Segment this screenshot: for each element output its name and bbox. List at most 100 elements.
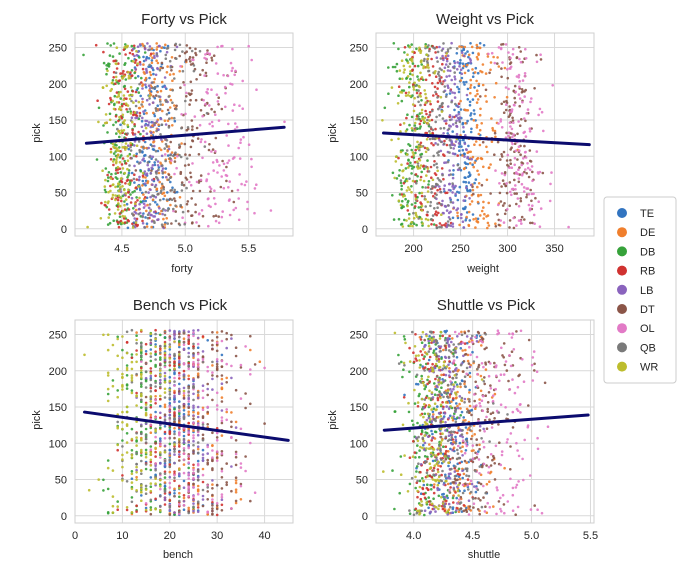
scatter-point-ol (168, 405, 172, 408)
scatter-point-de (187, 506, 190, 510)
scatter-point-dt (516, 132, 519, 136)
scatter-point-de (142, 71, 146, 74)
scatter-point-dt (534, 196, 537, 200)
scatter-point-te (471, 98, 475, 101)
scatter-point-de (230, 411, 233, 414)
scatter-point-de (479, 107, 482, 111)
scatter-point-lb (451, 91, 454, 94)
scatter-point-te (456, 198, 460, 202)
scatter-point-lb (447, 434, 451, 438)
scatter-point-wr (154, 337, 157, 341)
scatter-point-lb (173, 394, 176, 398)
scatter-point-de (211, 364, 214, 367)
scatter-point-qb (149, 338, 153, 342)
scatter-point-wr (401, 169, 404, 173)
scatter-point-ol (524, 57, 528, 60)
scatter-point-de (169, 88, 172, 91)
scatter-point-te (473, 112, 476, 116)
scatter-point-te (476, 71, 480, 75)
scatter-point-rb (215, 513, 219, 517)
scatter-point-te (467, 181, 471, 184)
scatter-point-de (467, 210, 471, 214)
scatter-point-dt (515, 330, 518, 333)
scatter-point-dt (515, 56, 519, 59)
scatter-point-dt (234, 455, 238, 459)
scatter-point-qb (454, 102, 457, 106)
scatter-point-wr (406, 204, 409, 208)
scatter-point-lb (452, 164, 455, 167)
scatter-point-qb (447, 65, 450, 68)
scatter-point-dt (463, 459, 467, 463)
scatter-point-db (106, 487, 110, 491)
scatter-point-db (427, 341, 431, 345)
scatter-point-ol (239, 484, 243, 488)
scatter-point-db (409, 77, 412, 81)
scatter-point-qb (173, 380, 176, 383)
scatter-point-lb (182, 500, 186, 503)
scatter-point-qb (116, 420, 119, 424)
scatter-point-lb (143, 170, 147, 173)
scatter-point-dt (516, 158, 519, 161)
scatter-point-te (152, 68, 155, 72)
y-tick-label: 100 (350, 151, 368, 163)
scatter-point-dt (220, 365, 224, 368)
scatter-point-ol (207, 197, 210, 200)
scatter-point-db (397, 217, 401, 221)
scatter-point-ol (244, 469, 247, 473)
scatter-point-lb (178, 387, 181, 391)
scatter-point-ol (227, 122, 230, 126)
scatter-point-db (421, 78, 425, 82)
x-tick-label: 4.0 (406, 530, 421, 542)
scatter-point-rb (440, 167, 444, 170)
scatter-point-de (487, 166, 491, 169)
scatter-point-db (414, 201, 417, 205)
scatter-point-rb (452, 501, 455, 504)
scatter-point-te (166, 191, 169, 194)
scatter-point-qb (140, 472, 143, 476)
scatter-point-wr (140, 487, 143, 491)
scatter-point-ol (269, 209, 273, 212)
scatter-point-ol (196, 423, 200, 427)
scatter-point-dt (198, 73, 202, 76)
scatter-point-lb (135, 468, 138, 472)
scatter-point-qb (159, 351, 162, 355)
scatter-point-db (130, 427, 134, 431)
scatter-point-lb (458, 116, 462, 119)
scatter-point-rb (159, 416, 162, 420)
scatter-point-lb (448, 74, 451, 78)
scatter-point-dt (515, 202, 518, 206)
scatter-point-dt (500, 43, 503, 46)
plot-frame (74, 319, 294, 524)
scatter-point-lb (444, 429, 447, 432)
scatter-point-rb (420, 353, 424, 357)
scatter-point-db (399, 223, 403, 226)
scatter-point-lb (137, 207, 141, 211)
scatter-point-ol (187, 400, 190, 403)
scatter-point-db (403, 338, 407, 341)
scatter-point-lb (446, 84, 450, 87)
scatter-point-wr (411, 50, 414, 54)
scatter-point-de (149, 413, 153, 417)
scatter-point-dt (206, 393, 209, 397)
scatter-point-ol (531, 204, 534, 207)
scatter-point-qb (458, 166, 462, 170)
scatter-point-wr (423, 89, 427, 92)
scatter-point-dt (484, 88, 488, 92)
scatter-point-qb (154, 332, 157, 336)
scatter-point-lb (145, 71, 148, 74)
scatter-point-ol (506, 153, 510, 157)
scatter-point-rb (456, 472, 460, 476)
scatter-point-de (452, 494, 455, 497)
scatter-points (83, 328, 266, 517)
scatter-point-wr (121, 221, 124, 225)
scatter-point-wr (436, 169, 440, 173)
scatter-point-dt (225, 481, 228, 484)
scatter-point-db (144, 448, 148, 452)
scatter-point-rb (220, 503, 224, 507)
scatter-point-dt (505, 369, 509, 372)
scatter-point-wr (400, 59, 404, 62)
scatter-point-qb (178, 153, 181, 157)
scatter-point-db (391, 65, 395, 69)
scatter-point-lb (201, 494, 205, 498)
scatter-point-qb (159, 385, 162, 389)
